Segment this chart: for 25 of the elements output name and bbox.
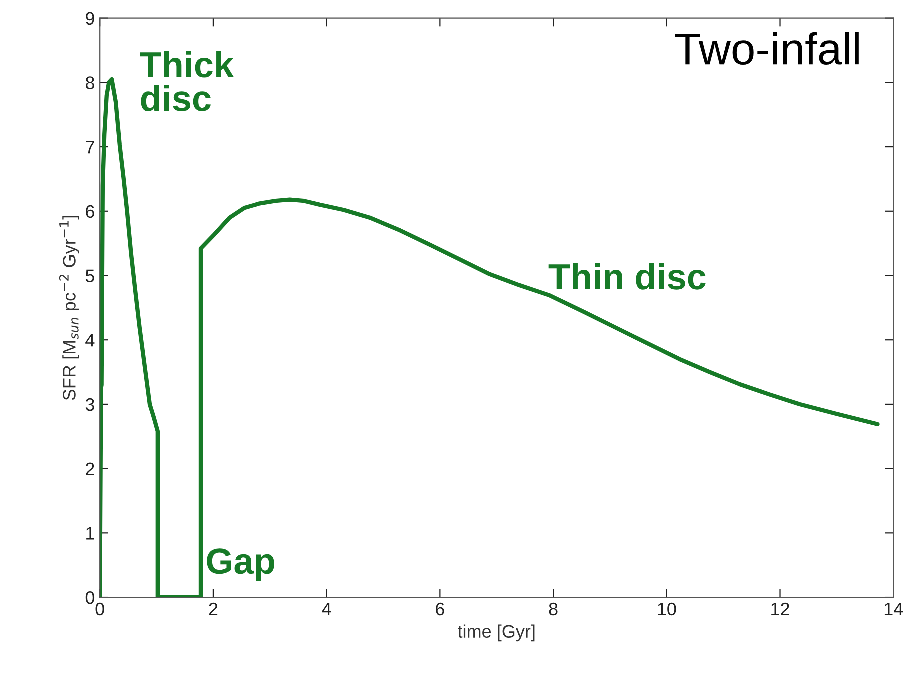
x-tick-label: 10 — [658, 602, 676, 616]
x-tick-label: 4 — [322, 603, 332, 616]
x-axis-title: time [Gyr] — [458, 624, 535, 642]
y-tick-label: 4 — [86, 334, 95, 347]
y-tick-label: 0 — [86, 591, 95, 604]
y-tick-label: 6 — [86, 205, 94, 218]
annotation: Thick disc — [140, 51, 234, 112]
line-series — [100, 77, 880, 598]
y-tick-label: 7 — [86, 141, 94, 154]
x-tick-label: 0 — [96, 602, 104, 616]
annotation: Thin disc — [548, 263, 706, 290]
y-tick-label: 1 — [86, 527, 94, 540]
annotation: Gap — [207, 548, 274, 582]
y-tick-label: 5 — [86, 270, 94, 282]
y-tick-label: 3 — [86, 398, 94, 412]
x-tick-label: 8 — [549, 602, 558, 616]
y-tick-label: 9 — [86, 12, 94, 26]
x-tick-label: 12 — [772, 602, 790, 616]
x-tick-label: 14 — [884, 603, 904, 616]
y-tick-label: 2 — [86, 462, 94, 476]
annotation: Two-infall — [675, 32, 859, 66]
x-tick-label: 6 — [436, 602, 444, 616]
y-tick-label: 8 — [86, 76, 94, 90]
y-axis-title: SFR [M$_{sun}$ pc$^{−2}$ Gyr$^{−1}$] — [59, 216, 80, 400]
x-tick-label: 2 — [209, 602, 218, 616]
